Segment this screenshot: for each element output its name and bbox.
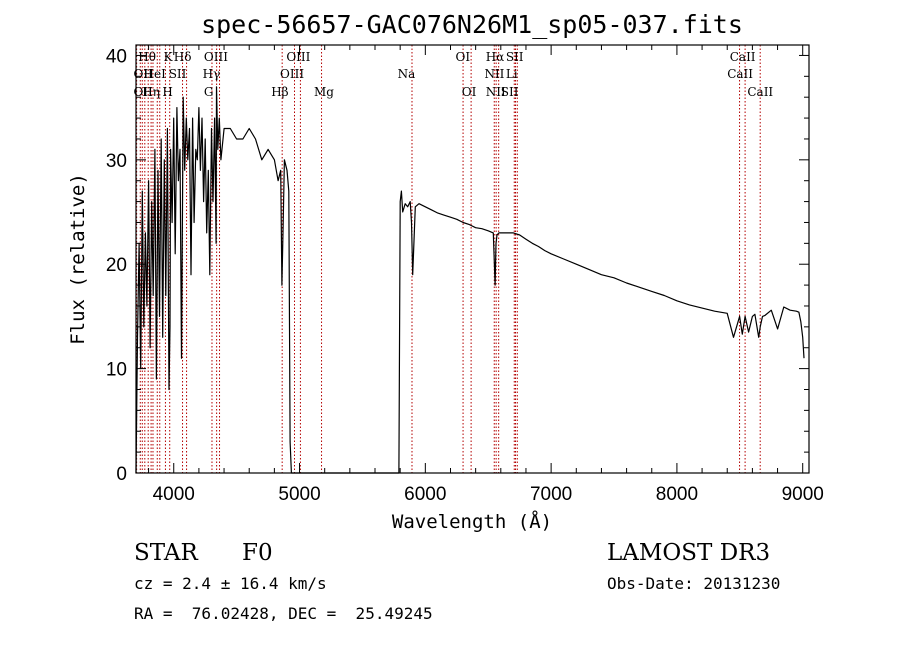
spectral-line-label: K — [164, 50, 174, 64]
spectral-line-label: G — [204, 85, 214, 99]
spectral-line-label: OI — [462, 85, 477, 99]
spectral-line-label: Mg — [314, 85, 334, 99]
spectral-line-label: Na — [398, 67, 416, 81]
spectral-line-label: OI — [456, 50, 471, 64]
object-subclass: F0 — [242, 540, 273, 566]
x-axis-label: Wavelength (Å) — [392, 510, 552, 533]
redshift-text: cz = 2.4 ± 16.4 km/s — [134, 574, 327, 593]
plot-frame — [135, 44, 810, 474]
spectral-line-label: OIII — [286, 50, 310, 64]
spectral-line-label: Li — [506, 67, 518, 81]
spectral-line-label: Hγ — [203, 67, 221, 81]
x-tick-label: 8000 — [656, 484, 698, 505]
spectral-line-label: HeI — [144, 67, 167, 81]
x-tick-label: 9000 — [782, 484, 824, 505]
spectral-line-label: SII — [506, 50, 524, 64]
obs-date-text: Obs-Date: 20131230 — [607, 574, 781, 593]
spectral-line-label: Hθ — [138, 50, 156, 64]
coordinates-text: RA = 76.02428, DEC = 25.49245 — [134, 604, 433, 623]
spectral-line-label: OIII — [204, 50, 228, 64]
x-tick-label: 4000 — [153, 484, 195, 505]
spectral-line-label: NII — [486, 85, 506, 99]
spectral-line-label: Hδ — [174, 50, 192, 64]
spectral-line-label: OIII — [280, 67, 304, 81]
x-axis-ticks: 4000 5000 6000 7000 8000 9000 — [148, 45, 824, 505]
y-tick-label: 20 — [106, 255, 127, 276]
spectral-line-label: Hη — [142, 85, 160, 99]
y-tick-label: 0 — [116, 464, 127, 485]
spectral-line-label: OII — [133, 85, 153, 99]
spectral-line-label: H — [162, 85, 172, 99]
y-axis-ticks: 0 10 20 30 40 — [106, 46, 809, 485]
spectral-line-label: NII — [484, 67, 504, 81]
spectral-line-markers — [136, 45, 761, 473]
chart-title: spec-56657-GAC076N26M1_sp05-037.fits — [201, 10, 743, 39]
spectral-line-label: CaII — [730, 50, 756, 64]
spectral-line-label: CaII — [727, 67, 753, 81]
spectral-line-label: SII — [501, 85, 519, 99]
x-tick-label: 5000 — [278, 484, 320, 505]
spectral-line-label: CaII — [747, 85, 773, 99]
spectral-line-label: SII — [169, 67, 187, 81]
x-tick-label: 6000 — [404, 484, 446, 505]
y-tick-label: 30 — [106, 151, 127, 172]
object-class: STAR — [134, 540, 198, 566]
y-tick-label: 40 — [106, 46, 127, 67]
spectrum-series-line — [135, 86, 805, 474]
survey-name: LAMOST DR3 — [607, 540, 771, 566]
y-tick-label: 10 — [106, 360, 127, 381]
y-axis-label: Flux (relative) — [67, 173, 89, 345]
x-tick-label: 7000 — [530, 484, 572, 505]
spectral-line-label: Hα — [486, 50, 505, 64]
spectral-line-label: OII — [133, 67, 153, 81]
spectral-line-label: Hβ — [271, 85, 288, 99]
